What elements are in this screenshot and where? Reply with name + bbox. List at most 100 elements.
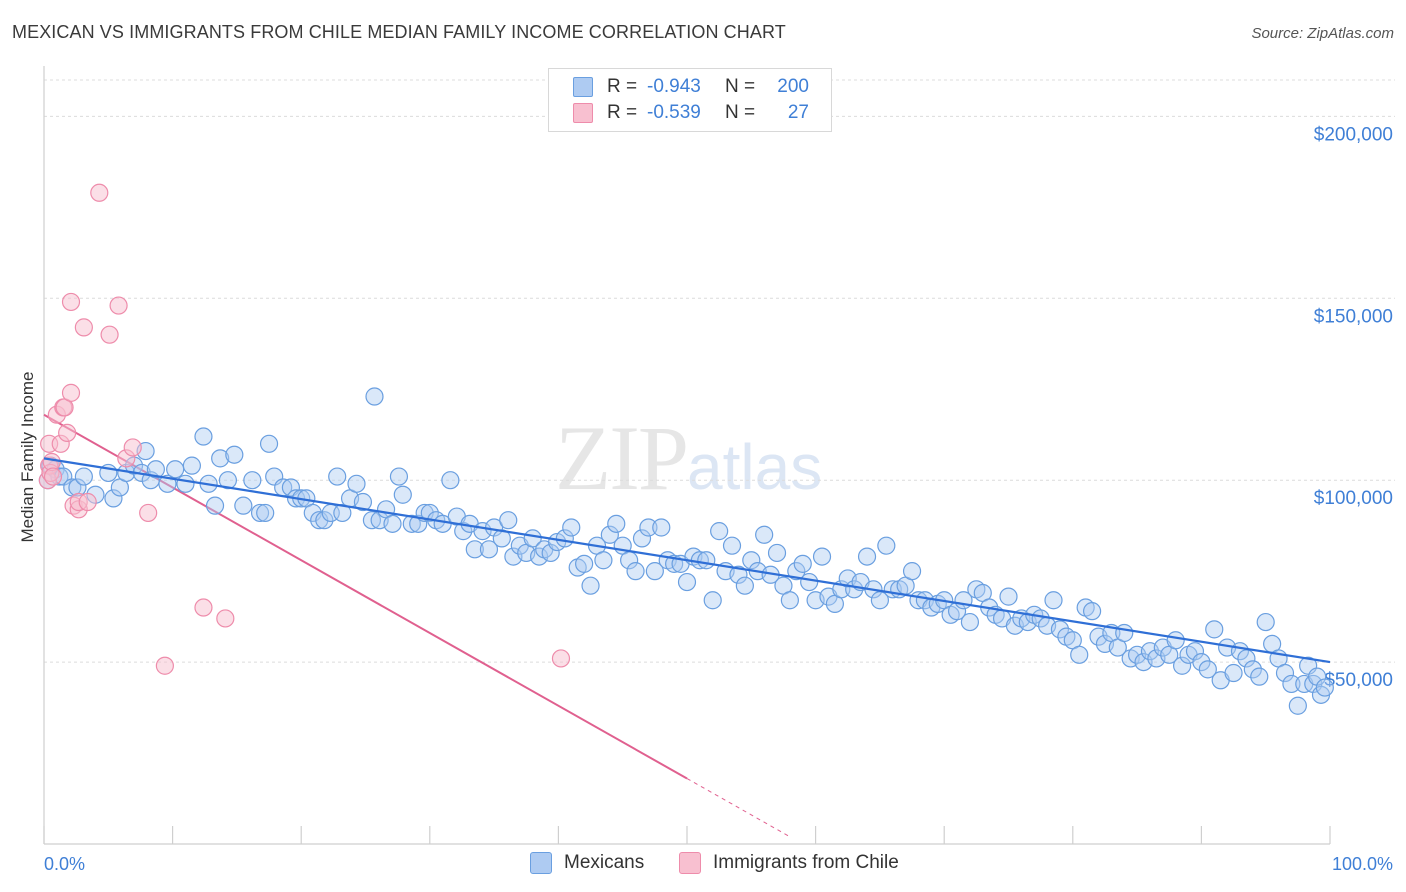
point-mexicans bbox=[1082, 602, 1102, 621]
point-chile bbox=[551, 649, 571, 668]
point-mexicans bbox=[1050, 620, 1070, 639]
point-mexicans bbox=[166, 460, 185, 479]
y-axis-label: Median Family Income bbox=[18, 371, 37, 543]
point-mexicans bbox=[205, 496, 225, 515]
point-mexicans bbox=[575, 554, 594, 573]
point-mexicans bbox=[454, 522, 473, 541]
trend-line-chile-extension bbox=[686, 778, 791, 838]
trend-mexicans bbox=[43, 457, 1331, 664]
point-chile bbox=[43, 467, 63, 486]
point-mexicans bbox=[402, 514, 421, 533]
point-mexicans bbox=[729, 565, 748, 584]
point-mexicans bbox=[626, 562, 645, 581]
point-mexicans bbox=[393, 485, 412, 504]
point-chile bbox=[74, 318, 93, 337]
legend-row-chile: R = -0.539 N = 27 bbox=[573, 101, 809, 125]
point-mexicans bbox=[1288, 696, 1307, 715]
point-mexicans bbox=[1250, 667, 1269, 686]
point-mexicans bbox=[250, 503, 270, 523]
legend-n-label: N = bbox=[725, 76, 756, 97]
point-mexicans bbox=[1315, 678, 1334, 697]
point-mexicans bbox=[767, 543, 787, 563]
point-chile bbox=[139, 503, 158, 523]
point-mexicans bbox=[256, 503, 275, 523]
point-mexicans bbox=[1205, 620, 1224, 639]
point-mexicans bbox=[787, 562, 806, 581]
point-mexicans bbox=[465, 540, 484, 559]
point-mexicans bbox=[1224, 663, 1243, 683]
point-mexicans bbox=[1070, 645, 1089, 664]
point-mexicans bbox=[243, 471, 262, 490]
point-mexicans bbox=[735, 576, 754, 595]
point-mexicans bbox=[218, 471, 237, 490]
legend-swatch-chile bbox=[573, 103, 593, 123]
point-mexicans bbox=[194, 427, 213, 446]
y-tick-label: $50,000 bbox=[1324, 670, 1393, 691]
correlation-legend: R = -0.943 N = 200 R = -0.539 N = 27 bbox=[548, 68, 832, 132]
point-mexicans bbox=[1185, 642, 1205, 661]
point-mexicans bbox=[812, 547, 832, 566]
point-mexicans bbox=[639, 518, 658, 537]
point-mexicans bbox=[365, 387, 384, 406]
point-mexicans bbox=[793, 554, 812, 573]
point-mexicans bbox=[645, 562, 664, 581]
series-legend-chile[interactable]: Immigrants from Chile bbox=[679, 852, 899, 874]
point-mexicans bbox=[722, 536, 742, 555]
point-mexicans bbox=[146, 460, 165, 479]
point-mexicans bbox=[594, 551, 613, 570]
legend-r-label: R = bbox=[607, 102, 638, 123]
series-label-chile: Immigrants from Chile bbox=[713, 852, 899, 873]
x-tick-label-min: 0.0% bbox=[44, 854, 85, 874]
y-tick-label: $150,000 bbox=[1314, 306, 1393, 327]
point-mexicans bbox=[902, 562, 922, 581]
legend-n-value: 27 bbox=[787, 102, 809, 123]
point-mexicans bbox=[328, 467, 347, 486]
series-legend: Mexicans Immigrants from Chile bbox=[0, 852, 1406, 878]
point-mexicans bbox=[1044, 591, 1063, 610]
point-mexicans bbox=[234, 496, 253, 515]
point-mexicans bbox=[225, 445, 244, 464]
axes bbox=[43, 66, 1331, 845]
point-chile bbox=[216, 609, 235, 628]
point-mexicans bbox=[353, 492, 373, 512]
point-mexicans bbox=[703, 591, 722, 610]
point-mexicans bbox=[211, 449, 230, 468]
x-tick-labels: 0.0% 100.0% bbox=[44, 854, 1393, 874]
legend-r-label: R = bbox=[607, 76, 638, 97]
legend-row-mexicans: R = -0.943 N = 200 bbox=[573, 75, 809, 99]
point-mexicans bbox=[1115, 623, 1134, 643]
point-mexicans bbox=[1173, 656, 1192, 675]
point-chile bbox=[90, 183, 109, 202]
watermark: ZIPatlas bbox=[555, 405, 822, 511]
point-mexicans bbox=[677, 572, 697, 592]
legend-r-value: -0.943 bbox=[647, 76, 701, 97]
point-mexicans bbox=[1282, 674, 1301, 694]
source-credit: Source: ZipAtlas.com bbox=[1251, 25, 1394, 42]
point-mexicans bbox=[347, 474, 366, 493]
point-mexicans bbox=[652, 518, 671, 537]
legend-n-label: N = bbox=[725, 102, 756, 123]
point-mexicans bbox=[780, 591, 799, 610]
point-mexicans bbox=[857, 547, 877, 566]
point-mexicans bbox=[632, 529, 652, 548]
legend-swatch-mexicans bbox=[573, 77, 593, 97]
series-swatch-mexicans bbox=[530, 852, 552, 874]
point-mexicans bbox=[999, 587, 1018, 606]
point-mexicans bbox=[1192, 652, 1211, 672]
point-mexicans bbox=[420, 503, 439, 523]
point-mexicans bbox=[1243, 660, 1262, 679]
point-mexicans bbox=[800, 572, 819, 592]
point-mexicans bbox=[383, 514, 402, 533]
y-tick-label: $100,000 bbox=[1314, 488, 1393, 509]
point-mexicans bbox=[74, 467, 93, 486]
y-tick-label: $200,000 bbox=[1314, 124, 1393, 145]
point-mexicans bbox=[607, 514, 626, 533]
series-swatch-chile bbox=[679, 852, 701, 874]
series-legend-mexicans[interactable]: Mexicans bbox=[530, 852, 644, 874]
point-mexicans bbox=[697, 551, 716, 570]
point-mexicans bbox=[960, 612, 980, 632]
points-mexicans bbox=[38, 387, 1334, 715]
point-mexicans bbox=[581, 576, 600, 595]
point-mexicans bbox=[104, 489, 123, 508]
